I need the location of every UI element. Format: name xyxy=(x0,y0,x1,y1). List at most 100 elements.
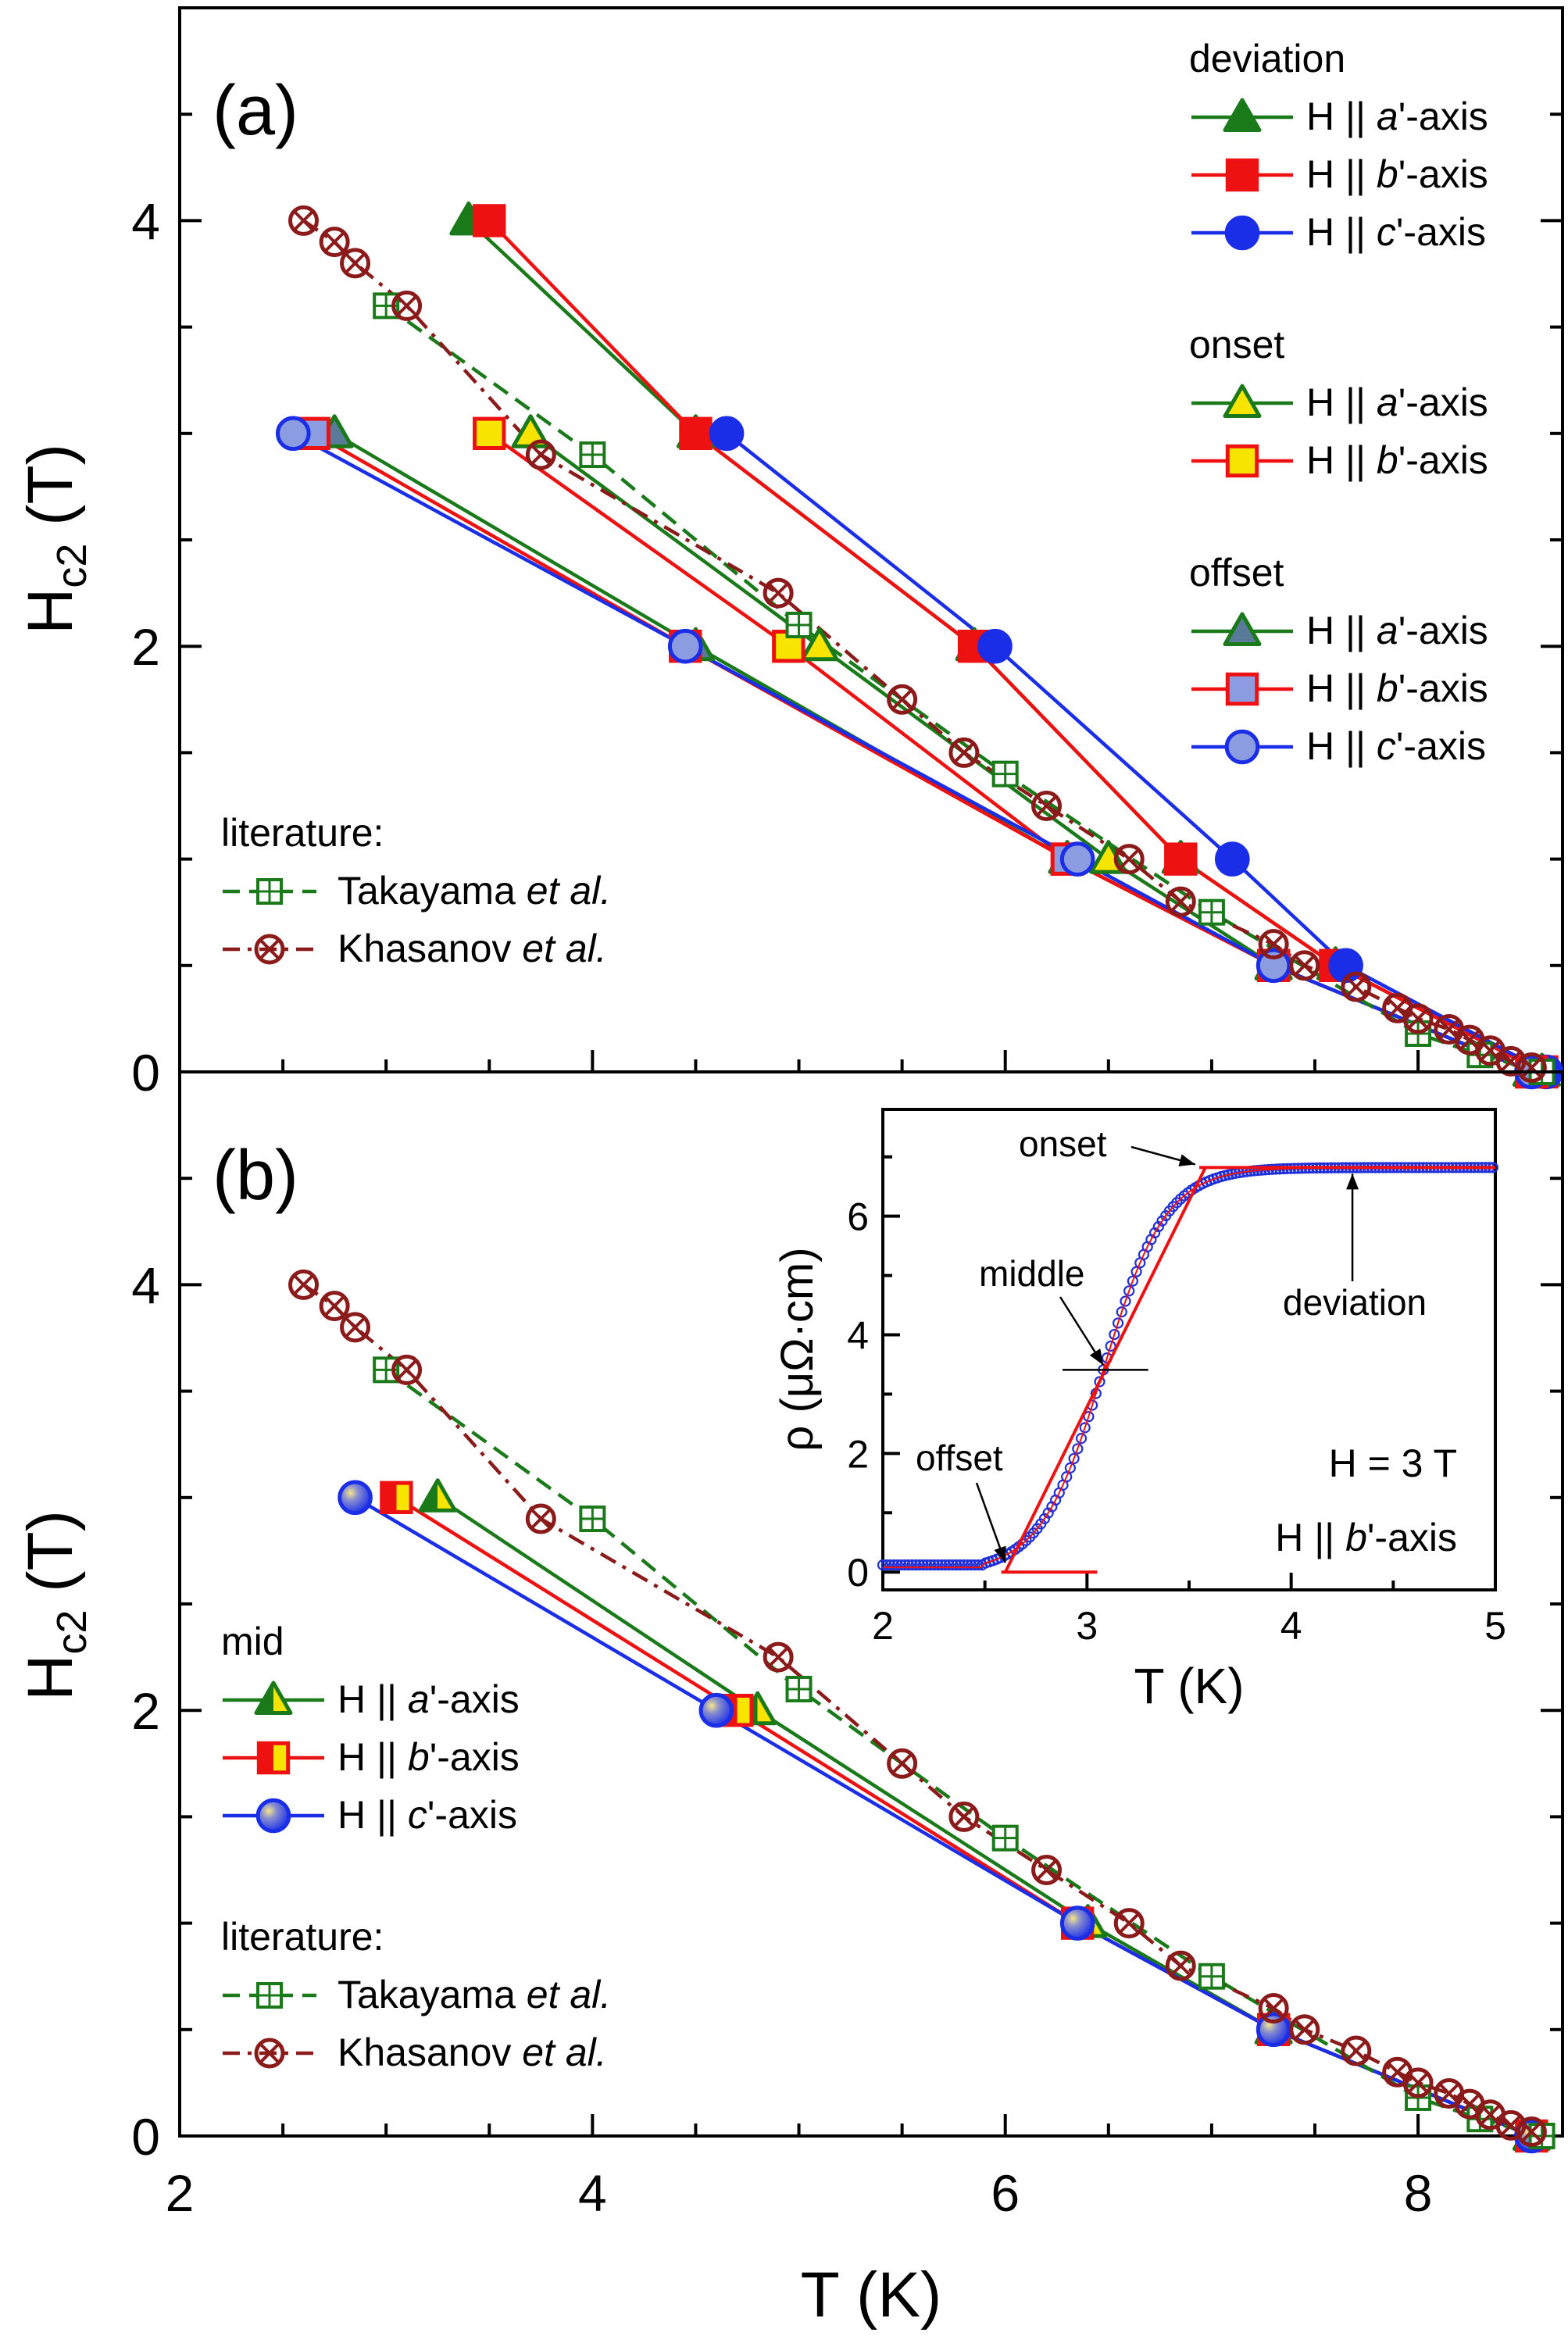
inset-data-point xyxy=(906,1559,918,1571)
legend-entry-label: H || b'-axis xyxy=(1306,438,1488,482)
y-tick-label: 0 xyxy=(131,1044,160,1102)
point-dev_b xyxy=(1164,842,1198,876)
inset-data-point xyxy=(880,1559,892,1571)
point-kha xyxy=(1258,929,1289,960)
inset-data-point xyxy=(928,1559,940,1571)
legend-marker-on_b xyxy=(1225,444,1259,478)
point-mid_c xyxy=(698,1692,734,1728)
point-kha xyxy=(763,577,794,609)
inset-data-point xyxy=(1072,1443,1084,1455)
legend-entry-label: H || b'-axis xyxy=(1306,666,1488,710)
legend-marker-off_b xyxy=(1225,672,1259,706)
inset-data-point xyxy=(1152,1220,1164,1233)
inset-data-point xyxy=(902,1559,915,1571)
point-kha xyxy=(340,248,371,279)
legend-entry-label: H || a'-axis xyxy=(1306,609,1488,652)
point-kha xyxy=(525,1503,556,1534)
inset-field-label: H = 3 T xyxy=(1329,1441,1457,1485)
legend-group-title: mid xyxy=(221,1620,284,1663)
point-kha xyxy=(1165,1950,1196,1981)
point-kha xyxy=(319,227,350,258)
point-dev_c xyxy=(709,416,745,452)
point-kha xyxy=(340,1312,371,1343)
inset-y-tick-label: 0 xyxy=(847,1551,869,1595)
point-off_c xyxy=(1059,841,1095,877)
x-tick-label: 6 xyxy=(991,2164,1020,2222)
legend-entry-label: H || c'-axis xyxy=(1306,724,1486,768)
inset-onset-label: onset xyxy=(1019,1123,1107,1164)
legend-marker-dev_b xyxy=(1225,158,1259,192)
inset-data-point xyxy=(939,1559,952,1571)
inset-data-point xyxy=(962,1559,973,1571)
legend-marker-mid_a xyxy=(254,1681,293,1715)
point-mid_c xyxy=(1255,2012,1291,2048)
point-kha xyxy=(391,1354,423,1385)
x-axis-label: T (K) xyxy=(801,2259,942,2331)
literature-marker-tak xyxy=(256,878,283,905)
point-kha xyxy=(1341,971,1372,1002)
point-mid_a xyxy=(418,1478,457,1513)
point-kha xyxy=(1341,2035,1372,2066)
point-on_b xyxy=(473,416,506,450)
literature-marker-kha xyxy=(254,934,285,965)
inset-data-point xyxy=(899,1559,911,1571)
inset-data-point xyxy=(925,1559,937,1571)
point-tak xyxy=(579,441,606,469)
legend-marker-off_a xyxy=(1223,612,1262,646)
point-kha xyxy=(1113,1908,1145,1939)
inset-y-tick-label: 2 xyxy=(847,1432,869,1476)
point-kha xyxy=(887,1748,918,1779)
inset-data-point xyxy=(943,1559,955,1571)
panel-b-label: (b) xyxy=(213,1137,298,1215)
inset-data-point xyxy=(1075,1433,1088,1445)
inset-data-point xyxy=(884,1559,896,1571)
offset-arrow xyxy=(975,1482,1006,1563)
x-tick-label: 2 xyxy=(166,2164,195,2222)
y-axis-label-b: Hc2 (T) xyxy=(15,1510,95,1701)
point-kha xyxy=(1516,2116,1547,2148)
inset-ylabel: ρ (μΩ·cm) xyxy=(772,1247,823,1451)
literature-title: literature: xyxy=(221,1915,384,1959)
x-tick-label: 4 xyxy=(578,2164,607,2222)
inset-data-point xyxy=(950,1559,963,1571)
inset-deviation-label: deviation xyxy=(1283,1282,1427,1323)
point-mid_b xyxy=(380,1481,413,1514)
inset-data-point xyxy=(1064,1462,1077,1474)
deviation-arrow xyxy=(1346,1173,1359,1281)
point-kha xyxy=(391,290,423,321)
series-line-tak xyxy=(384,1368,1543,2138)
point-mid_c xyxy=(338,1480,373,1516)
inset-data-point xyxy=(965,1559,977,1571)
inset-data-point xyxy=(1127,1275,1138,1287)
point-kha xyxy=(1258,1993,1289,2024)
inset-x-tick-label: 5 xyxy=(1484,1604,1506,1648)
axis-labels: T (K) Hc2 (T) Hc2 (T) xyxy=(15,444,941,2331)
y-tick-label: 4 xyxy=(131,192,160,250)
point-tak xyxy=(785,611,813,638)
point-kha xyxy=(288,205,320,236)
legend-group-title: onset xyxy=(1189,323,1284,366)
inset-data-point xyxy=(913,1559,926,1571)
literature-entry-label: Takayama et al. xyxy=(338,869,611,913)
inset-data-point xyxy=(1068,1452,1080,1465)
legend-entry-label: H || b'-axis xyxy=(338,1735,520,1779)
inset-x-tick-label: 4 xyxy=(1280,1604,1302,1648)
point-tak xyxy=(1198,1963,1225,1990)
legend-marker-dev_a xyxy=(1223,98,1262,132)
inset-data-point xyxy=(888,1559,900,1571)
inset-x-tick-label: 2 xyxy=(872,1604,894,1648)
inset-y-tick-label: 6 xyxy=(847,1195,869,1239)
inset-data-point xyxy=(1109,1328,1120,1341)
y-tick-label: 2 xyxy=(131,1682,160,1740)
point-kha xyxy=(288,1269,320,1300)
point-kha xyxy=(1289,2014,1320,2045)
point-mid_c xyxy=(1059,1906,1095,1941)
legend-entry-label: H || c'-axis xyxy=(338,1793,517,1837)
legend-entry-label: H || a'-axis xyxy=(1306,95,1488,138)
inset-data-point xyxy=(877,1559,889,1571)
inset-frame xyxy=(881,1108,1497,1591)
point-dev_c xyxy=(977,628,1013,664)
inset-xlabel: T (K) xyxy=(1134,1658,1244,1714)
